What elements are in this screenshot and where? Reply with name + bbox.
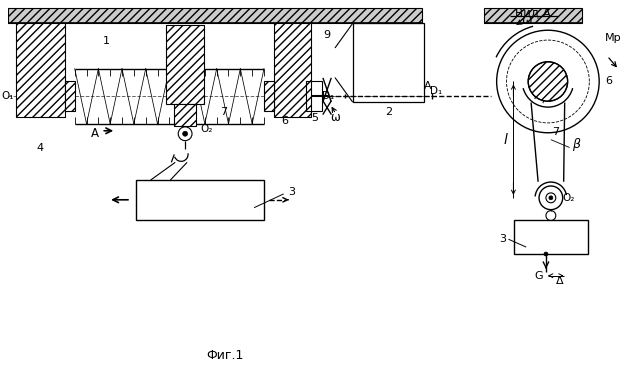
Text: Δ: Δ <box>556 276 564 286</box>
Text: 6: 6 <box>281 116 288 126</box>
Text: ω: ω <box>521 14 531 27</box>
Text: Mр: Mр <box>605 33 621 43</box>
Bar <box>515 220 588 254</box>
Bar <box>166 25 204 104</box>
Text: 6: 6 <box>605 76 612 86</box>
Text: 9: 9 <box>324 30 331 40</box>
Circle shape <box>544 252 548 256</box>
Bar <box>274 23 311 117</box>
Text: O₁: O₁ <box>545 79 555 88</box>
Text: 2: 2 <box>385 107 392 117</box>
Text: l: l <box>504 133 508 147</box>
Bar <box>174 104 196 126</box>
Bar <box>15 23 65 117</box>
Text: 7: 7 <box>220 107 227 117</box>
Text: ω: ω <box>330 111 340 124</box>
Text: 5: 5 <box>311 113 318 123</box>
Bar <box>264 82 274 111</box>
Circle shape <box>528 62 568 101</box>
Text: Фиг.1: Фиг.1 <box>206 349 243 362</box>
Bar <box>8 7 422 23</box>
Bar <box>65 82 75 111</box>
Bar <box>136 180 264 220</box>
Text: O₂: O₂ <box>200 124 213 134</box>
Text: 4: 4 <box>36 142 44 152</box>
Bar <box>484 7 582 23</box>
Text: β: β <box>572 138 579 151</box>
Circle shape <box>182 131 188 136</box>
Text: 1: 1 <box>103 36 109 46</box>
Text: 3: 3 <box>499 234 506 244</box>
Text: D₁: D₁ <box>322 91 334 101</box>
Circle shape <box>549 196 553 200</box>
Text: r: r <box>534 89 539 102</box>
Text: 3: 3 <box>288 187 295 197</box>
Text: O₂: O₂ <box>563 193 575 203</box>
Text: A: A <box>90 127 99 140</box>
Text: 7: 7 <box>552 127 559 137</box>
Text: Вид А: Вид А <box>515 6 551 19</box>
Bar <box>353 23 424 102</box>
Text: G: G <box>535 271 543 281</box>
Text: A: A <box>424 81 431 91</box>
Bar <box>307 82 322 111</box>
Text: D₁: D₁ <box>430 86 443 96</box>
Text: O₁: O₁ <box>1 91 13 101</box>
